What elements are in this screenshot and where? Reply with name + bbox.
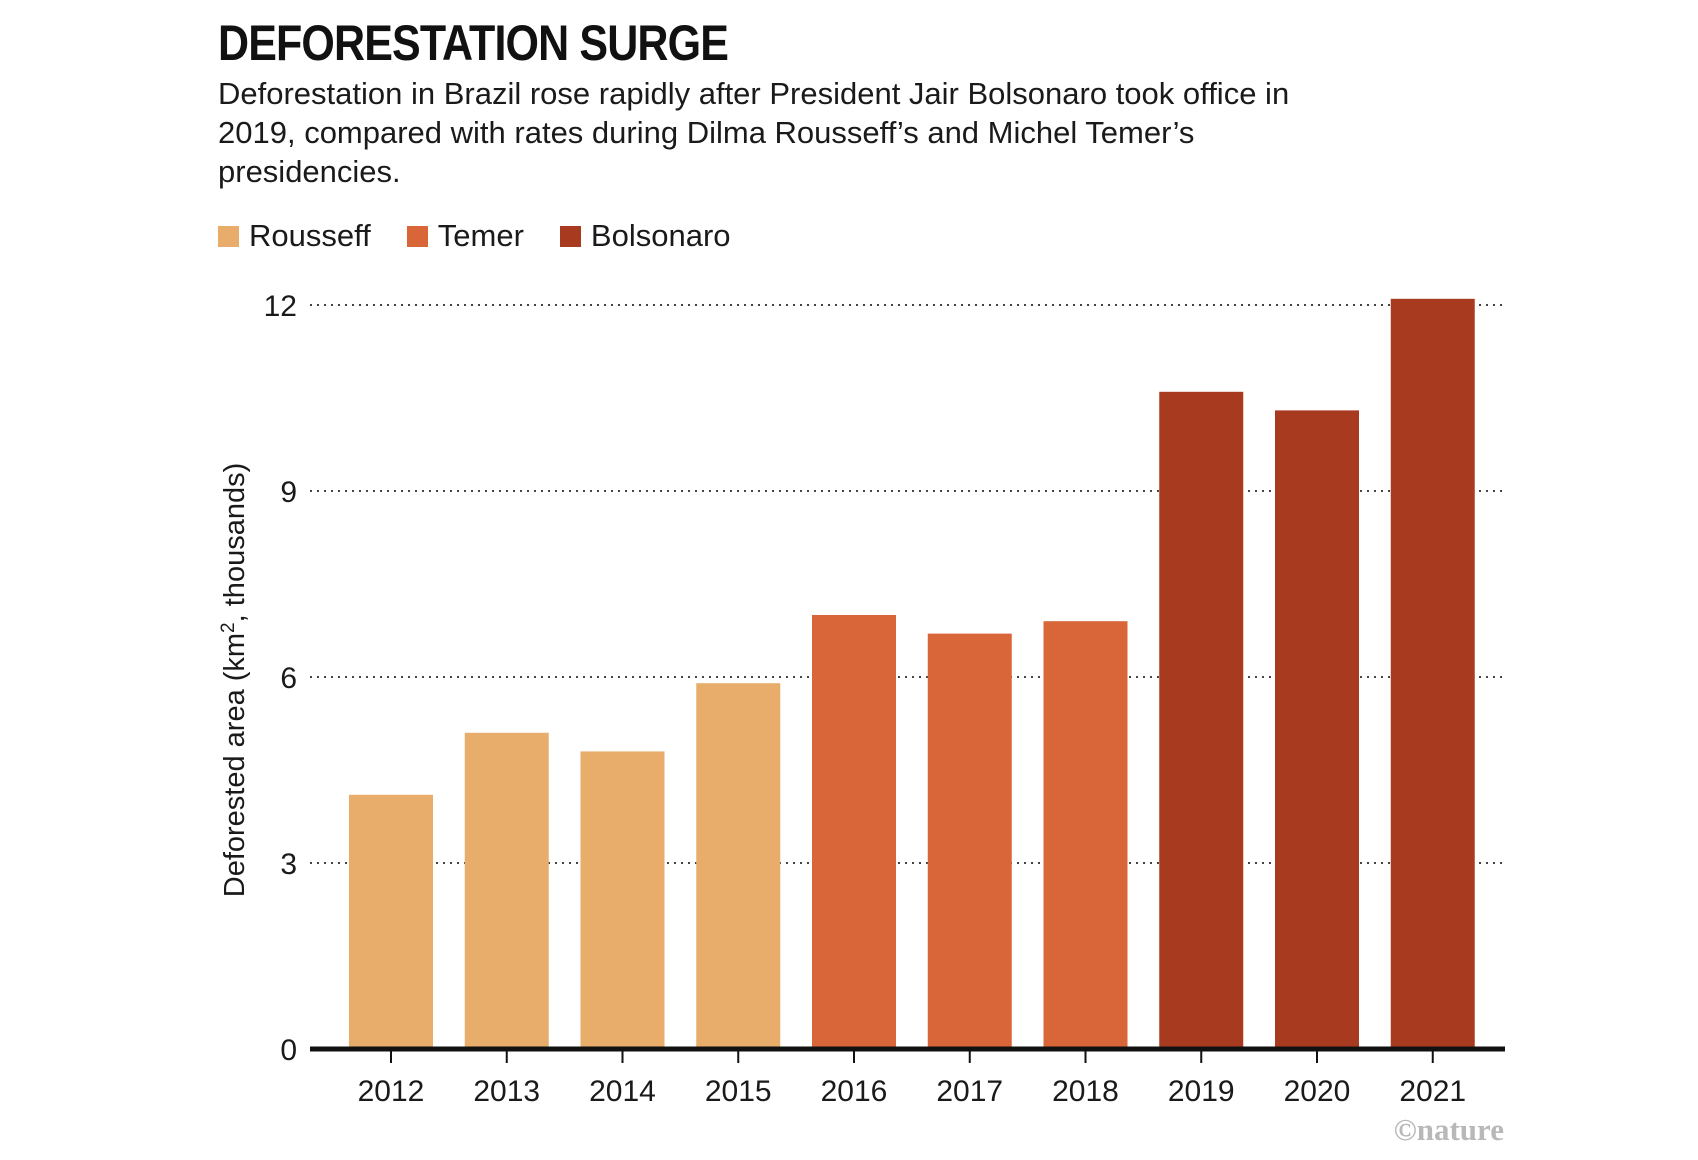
bar-2012 bbox=[349, 794, 433, 1049]
x-tick-label-2018: 2018 bbox=[1052, 1075, 1119, 1108]
legend: Rousseff Temer Bolsonaro bbox=[218, 218, 767, 254]
bar-2014 bbox=[580, 751, 665, 1049]
legend-item-rousseff: Rousseff bbox=[218, 218, 371, 254]
legend-item-temer: Temer bbox=[406, 218, 524, 254]
bar-2018 bbox=[1043, 621, 1128, 1049]
y-tick-label-3: 3 bbox=[280, 848, 297, 881]
legend-item-bolsonaro: Bolsonaro bbox=[559, 218, 731, 254]
y-axis-label-superscript: 2 bbox=[218, 622, 239, 633]
bar-2015 bbox=[696, 683, 781, 1049]
chart-title: DEFORESTATION SURGE bbox=[218, 15, 729, 71]
legend-swatch-bolsonaro bbox=[559, 225, 581, 247]
x-tick-label-2013: 2013 bbox=[473, 1075, 540, 1108]
legend-label-temer: Temer bbox=[437, 218, 524, 253]
x-tick-label-2019: 2019 bbox=[1168, 1075, 1235, 1108]
legend-label-bolsonaro: Bolsonaro bbox=[590, 218, 731, 253]
x-tick-label-2020: 2020 bbox=[1284, 1075, 1351, 1108]
legend-swatch-rousseff bbox=[218, 225, 239, 247]
y-tick-label-12: 12 bbox=[264, 290, 297, 323]
y-axis-label-suffix: , thousands) bbox=[219, 463, 251, 623]
legend-label-rousseff: Rousseff bbox=[249, 218, 371, 253]
x-tick-label-2014: 2014 bbox=[589, 1075, 656, 1108]
bar-2016 bbox=[812, 615, 896, 1049]
bar-2017 bbox=[927, 633, 1012, 1049]
y-tick-label-6: 6 bbox=[280, 662, 297, 695]
bar-2020 bbox=[1275, 410, 1359, 1049]
x-tick-label-2015: 2015 bbox=[705, 1075, 772, 1108]
bar-layer bbox=[349, 298, 1475, 1049]
bar-2019 bbox=[1159, 391, 1244, 1049]
axis-layer: 0 3 6 9 12 2012 2013 2014 2015 2016 2017 2018 2019 20… bbox=[264, 290, 1505, 1108]
x-tick-label-2012: 2012 bbox=[358, 1075, 425, 1108]
bar-2021 bbox=[1390, 298, 1475, 1049]
x-tick-label-2021: 2021 bbox=[1399, 1075, 1466, 1108]
y-tick-label-9: 9 bbox=[280, 476, 297, 509]
bar-2013 bbox=[464, 732, 549, 1049]
chart-subtitle: Deforestation in Brazil rose rapidly aft… bbox=[218, 76, 1290, 189]
y-axis-label: Deforested area (km2, thousands) bbox=[218, 463, 251, 898]
y-tick-label-0: 0 bbox=[280, 1034, 297, 1067]
x-tick-label-2017: 2017 bbox=[936, 1075, 1003, 1108]
y-axis-label-main: Deforested area (km bbox=[219, 633, 251, 897]
nature-credit: ©nature bbox=[1393, 1112, 1504, 1147]
legend-swatch-temer bbox=[406, 225, 428, 247]
x-tick-label-2016: 2016 bbox=[821, 1075, 888, 1108]
